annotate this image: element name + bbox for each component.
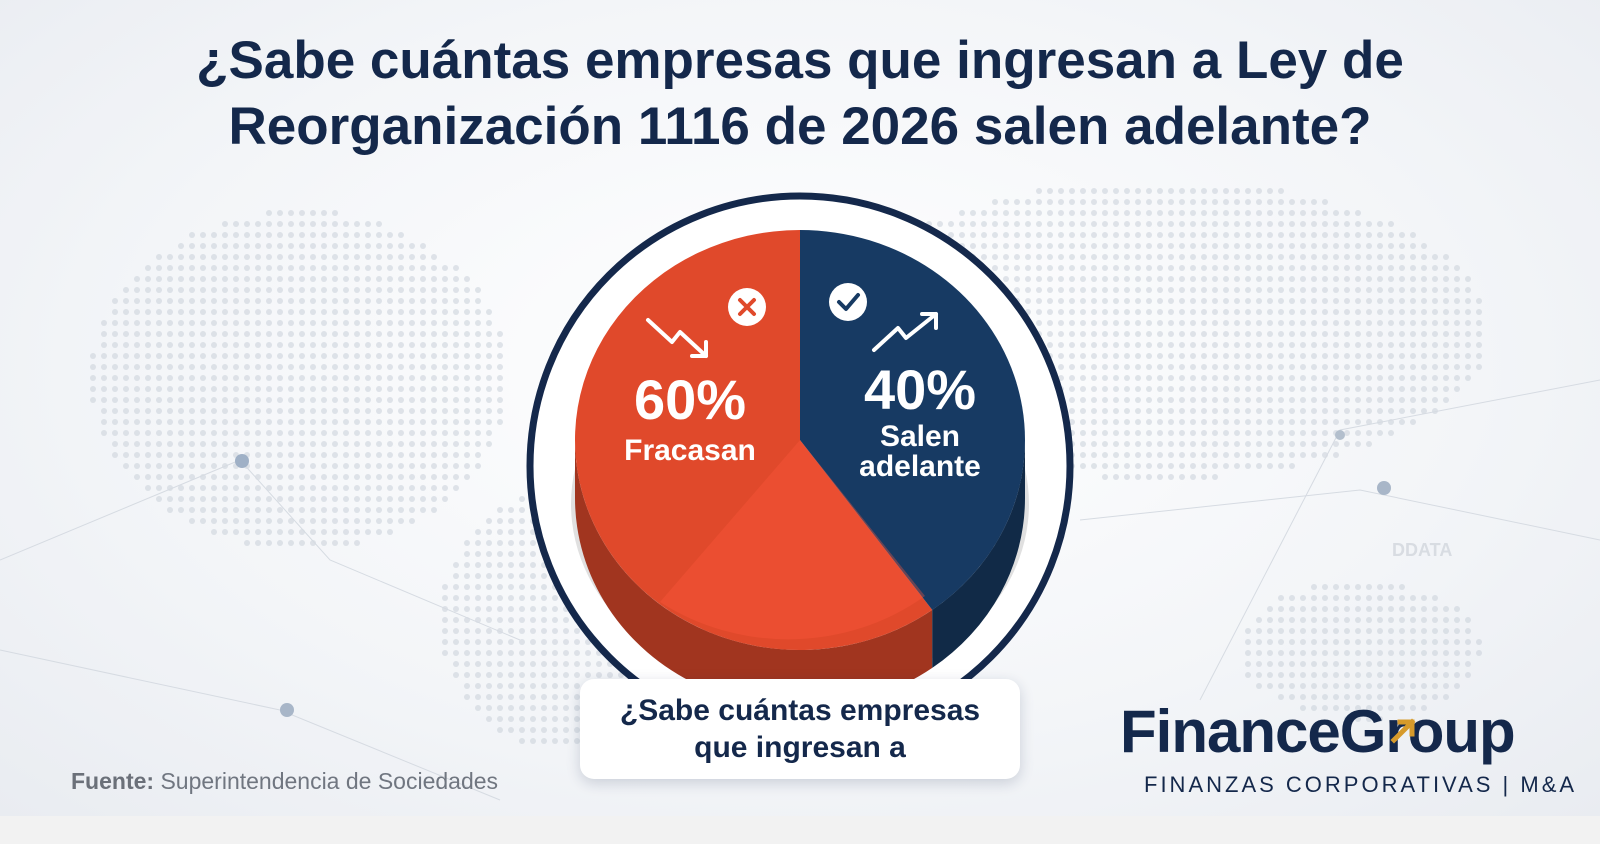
caption-line-2: que ingresan a bbox=[694, 731, 906, 764]
trend-up-arrow-icon bbox=[872, 312, 938, 352]
watermark-text: DDATA bbox=[1392, 540, 1453, 560]
logo-tagline: FINANZAS CORPORATIVAS | M&A bbox=[1144, 772, 1578, 797]
network-node bbox=[280, 703, 294, 717]
check-circle-icon bbox=[829, 283, 867, 321]
title-line-2: Reorganización 1116 de 2026 salen adelan… bbox=[228, 97, 1372, 156]
financegroup-logo: FinanceGroup FINANZAS CORPORATIVAS | M&A bbox=[1120, 698, 1574, 800]
logo-arrow-icon bbox=[1390, 718, 1416, 744]
caption-card: ¿Sabe cuántas empresas que ingresan a bbox=[580, 679, 1020, 779]
slice-label-fracasan: Fracasan bbox=[624, 434, 756, 467]
logo-wordmark: FinanceGroup bbox=[1120, 698, 1516, 765]
network-node bbox=[1377, 481, 1391, 495]
pie-slice-facet bbox=[660, 440, 925, 640]
source-label: Fuente: bbox=[71, 768, 155, 794]
infographic-canvas: ¿Sabe cuántas empresas que ingresan a Le… bbox=[0, 0, 1600, 816]
slice-label-salen: Salen bbox=[879, 420, 961, 453]
pie-chart bbox=[526, 192, 1074, 740]
trend-down-arrow-icon bbox=[646, 318, 708, 358]
slice-label-adelante: adelante bbox=[859, 450, 981, 483]
network-node bbox=[235, 454, 249, 468]
page-title: ¿Sabe cuántas empresas que ingresan a Le… bbox=[60, 28, 1540, 160]
source-note: Fuente: Superintendencia de Sociedades bbox=[71, 768, 498, 795]
network-node bbox=[1335, 430, 1345, 440]
source-text: Superintendencia de Sociedades bbox=[160, 768, 499, 794]
x-circle-icon bbox=[728, 288, 766, 326]
slice-value-fracasan: 60% bbox=[633, 368, 747, 431]
caption-line-1: ¿Sabe cuántas empresas bbox=[619, 694, 981, 727]
slice-value-salen-adelante: 40% bbox=[863, 358, 977, 421]
pie-wall-1 bbox=[932, 440, 1025, 668]
bottom-band bbox=[0, 816, 1600, 844]
pie-slice-1 bbox=[800, 230, 1025, 610]
title-line-1: ¿Sabe cuántas empresas que ingresan a Le… bbox=[196, 31, 1404, 90]
pie-wall-0 bbox=[575, 440, 933, 709]
